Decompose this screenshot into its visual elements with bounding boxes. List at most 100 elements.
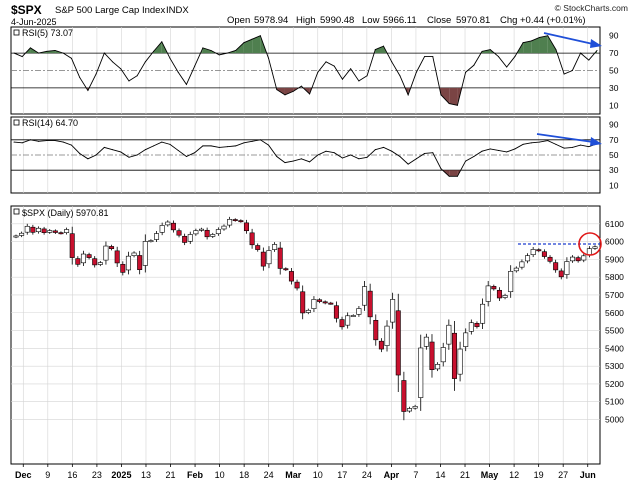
rsi-point [170,58,171,59]
candle-body [261,252,265,266]
rsi-point [408,164,409,165]
candle-body [548,257,552,261]
open-value: 5978.94 [254,15,288,26]
rsi-point [104,53,105,54]
rsi-point [260,139,261,140]
rsi-point [137,155,138,156]
rsi-point [30,47,31,48]
candle-body [104,246,108,260]
rsi-point [46,140,47,141]
candle-body [194,231,198,234]
y-tick-label: 5800 [605,272,624,282]
candle-body [396,311,400,375]
candle-body [64,229,68,232]
candle-body [132,253,136,256]
panel-title: RSI(14) 64.70 [22,118,78,128]
rsi-point [161,41,162,42]
candle-body [407,408,411,411]
y-tick-label: 5200 [605,379,624,389]
rsi-point [63,142,64,143]
rsi-point [490,49,491,50]
rsi-point [375,149,376,150]
rsi-point [293,161,294,162]
candle-body [149,241,153,242]
rsi-point [334,152,335,153]
rsi-point [252,39,253,40]
candle-body [70,234,74,258]
rsi-point [383,147,384,148]
rsi-point [71,58,72,59]
rsi-point [465,72,466,73]
y-tick-label: 30 [609,83,619,93]
price-panel: 5000510052005300540055005600570058005900… [11,206,624,464]
candle-body [19,233,23,235]
candle-body [154,234,158,240]
candle-body [222,226,226,229]
y-tick-label: 5500 [605,326,624,336]
high-value: 5990.48 [320,15,354,26]
candle-body [537,250,541,251]
y-tick-label: 30 [609,165,619,175]
rsi-point [79,77,80,78]
rsi-point [588,146,589,147]
rsi-point [531,40,532,41]
rsi-point [211,50,212,51]
low-value: 5966.11 [383,15,417,26]
rsi-point [416,72,417,73]
candle-body [278,248,282,268]
y-tick-label: 5100 [605,397,624,407]
rsi-zone-fill [449,88,457,105]
candle-body [542,252,546,257]
x-tick-label: 10 [215,470,225,480]
candle-body [374,320,378,340]
rsi-point [276,89,277,90]
candle-body [480,304,484,323]
candle-body [503,295,507,297]
x-tick-label: 24 [362,470,372,480]
rsi-point [432,152,433,153]
rsi-point [326,151,327,152]
candle-body [121,264,125,272]
rsi-zone-fill [540,36,548,53]
rsi-point [539,37,540,38]
candle-body [188,234,192,241]
candle-body [362,287,366,306]
candle-body [475,323,479,326]
high-label: High [296,15,316,26]
rsi-point [38,53,39,54]
rsi-point [432,56,433,57]
candle-body [160,225,164,232]
candle-body [576,258,580,261]
x-tick-label: Apr [384,470,400,480]
candle-body [76,259,80,265]
candle-body [329,303,333,304]
candle-body [81,254,85,263]
rsi-point [137,75,138,76]
x-tick-label: 12 [509,470,519,480]
x-tick-label: Jun [580,470,596,480]
rsi-point [391,151,392,152]
rsi-point [243,42,244,43]
rsi-point [555,144,556,145]
rsi-point [293,91,294,92]
candle-body [92,259,96,265]
rsi-point [506,67,507,68]
rsi-point [424,153,425,154]
candle-body [87,255,91,258]
rsi-point [482,151,483,152]
rsi-point [284,94,285,95]
candle-body [177,231,181,236]
candle-body [295,282,299,288]
rsi-point [46,51,47,52]
x-tick-label: 24 [264,470,274,480]
rsi-point [235,50,236,51]
rsi-point [317,72,318,73]
rsi-point [416,158,417,159]
candle-body [570,257,574,261]
candle-body [559,271,563,277]
candle-body [525,256,529,261]
candle-body [345,316,349,325]
x-tick-label: 10 [313,470,323,480]
